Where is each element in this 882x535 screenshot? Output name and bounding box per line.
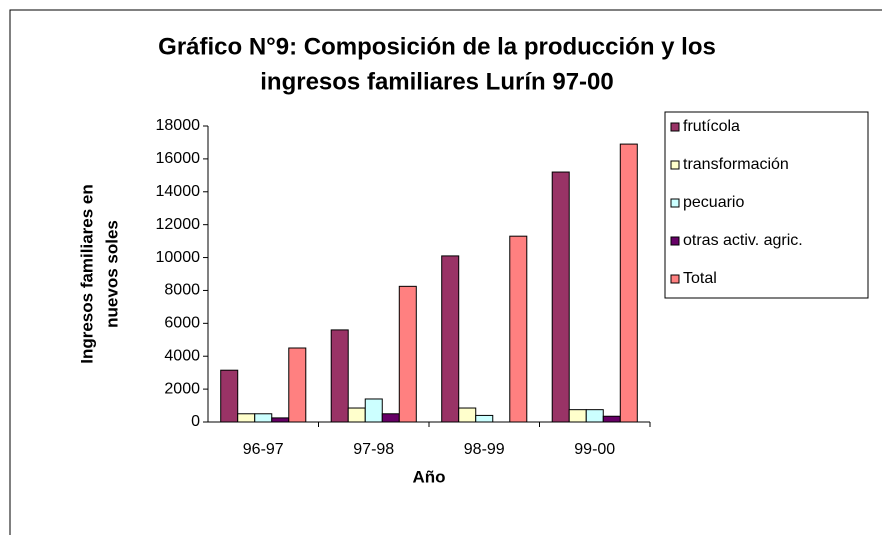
y-tick-label: 12000 <box>156 216 201 233</box>
bar <box>347 407 366 423</box>
bar <box>619 143 638 423</box>
bar <box>568 409 587 423</box>
legend-label: Total <box>683 270 717 287</box>
bar <box>381 413 400 423</box>
bar <box>458 407 477 423</box>
bar <box>271 417 290 423</box>
x-axis-title: Año <box>412 467 445 486</box>
y-tick-label: 10000 <box>156 249 201 266</box>
y-tick-label: 0 <box>191 413 200 430</box>
legend-swatch <box>670 198 680 208</box>
chart-title: Gráfico N°9: Composición de la producció… <box>158 33 716 60</box>
legend-label: transformación <box>683 156 789 173</box>
x-tick-label: 96-97 <box>243 441 284 458</box>
legend-swatch <box>670 236 680 246</box>
bar <box>288 347 307 423</box>
bar <box>551 171 570 423</box>
bar <box>509 235 528 423</box>
y-tick-label: 18000 <box>156 117 201 134</box>
legend-box <box>664 111 869 299</box>
legend-swatch <box>670 274 680 284</box>
bar <box>602 415 621 423</box>
bar <box>364 398 383 423</box>
bar <box>441 255 460 423</box>
bar <box>585 409 604 423</box>
bar <box>475 414 494 423</box>
bar <box>237 413 256 423</box>
legend-label: otras activ. agric. <box>683 232 803 249</box>
legend-label: pecuario <box>683 194 744 211</box>
legend-swatch <box>670 160 680 170</box>
legend-label: frutícola <box>683 118 740 135</box>
x-tick-label: 99-00 <box>574 441 615 458</box>
x-tick-label: 97-98 <box>353 441 394 458</box>
y-tick-label: 2000 <box>164 380 200 397</box>
y-axis-title: nuevos soles <box>102 220 121 328</box>
legend-swatch <box>670 122 680 132</box>
y-tick-label: 16000 <box>156 150 201 167</box>
y-tick-label: 14000 <box>156 183 201 200</box>
y-tick-label: 6000 <box>164 315 200 332</box>
chart-title: ingresos familiares Lurín 97-00 <box>260 68 613 95</box>
x-tick-label: 98-99 <box>464 441 505 458</box>
bar <box>398 285 417 423</box>
y-axis-title: Ingresos familiares en <box>77 184 96 364</box>
bar <box>330 329 349 423</box>
bar <box>220 369 239 423</box>
bar <box>254 413 273 423</box>
y-tick-label: 8000 <box>164 282 200 299</box>
y-tick-label: 4000 <box>164 347 200 364</box>
